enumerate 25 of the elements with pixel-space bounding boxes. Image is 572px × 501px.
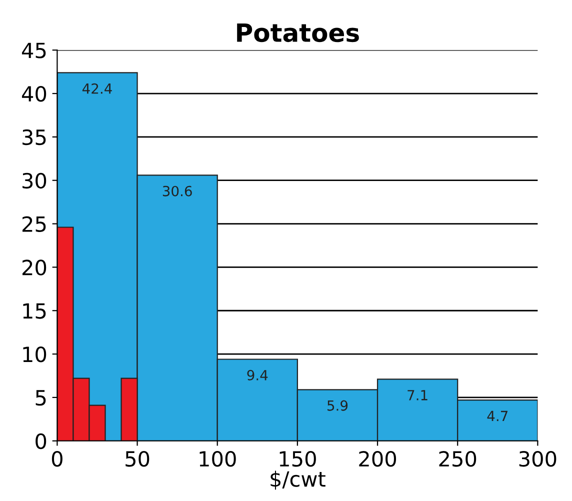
x-tick-label: 0 xyxy=(52,450,62,467)
x-tick-label: 50 xyxy=(126,450,150,467)
y-tick-label: 25 xyxy=(22,216,46,232)
x-tick-label: 300 xyxy=(519,450,556,467)
data-label: 42.4 xyxy=(82,83,112,94)
y-tick-label: 30 xyxy=(22,172,46,189)
data-label: 7.1 xyxy=(408,390,428,400)
y-tick-label: 0 xyxy=(36,433,46,450)
y-tick-label: 40 xyxy=(22,86,46,102)
x-tick-label: 100 xyxy=(200,450,236,467)
data-label: 4.7 xyxy=(487,410,508,422)
x-tick-label: 200 xyxy=(359,450,396,467)
y-tick-label: 15 xyxy=(23,303,46,319)
y-tick-label: 20 xyxy=(22,260,46,276)
data-label: 9.4 xyxy=(247,370,268,380)
x-tick-label: 150 xyxy=(280,450,316,467)
x-tick-label: 250 xyxy=(439,450,476,467)
chart-title: Potatoes xyxy=(237,24,359,42)
data-label: 30.6 xyxy=(162,186,192,196)
y-tick-label: 35 xyxy=(22,129,46,146)
data-label: 5.9 xyxy=(328,400,348,411)
y-tick-label: 5 xyxy=(36,390,46,406)
y-tick-label: 45 xyxy=(22,42,46,58)
y-tick-label: 10 xyxy=(23,346,46,362)
x-axis-title: $/cwt xyxy=(270,470,326,490)
